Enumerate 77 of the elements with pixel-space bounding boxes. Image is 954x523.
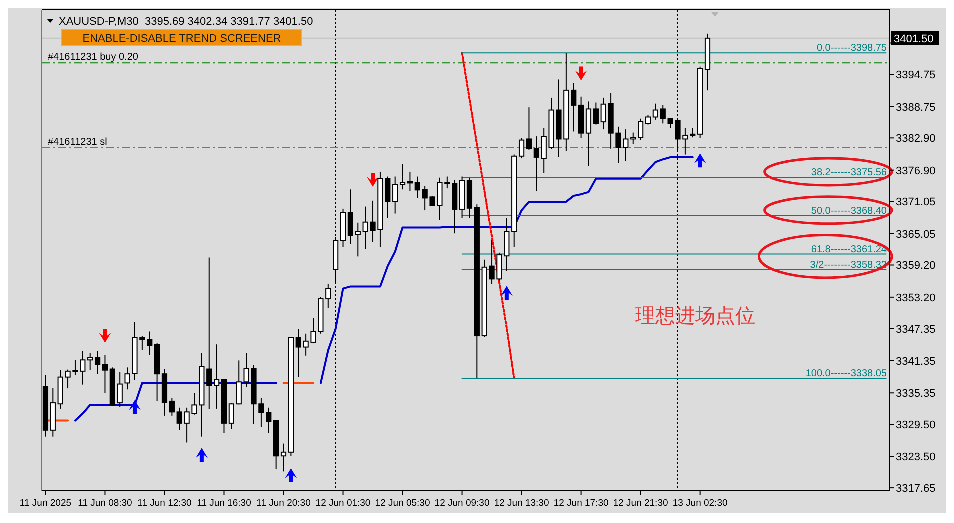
candlestick	[407, 171, 414, 192]
candlestick	[645, 114, 652, 126]
candlestick	[214, 344, 220, 410]
candlestick	[280, 443, 287, 472]
candlestick	[355, 222, 361, 258]
x-tick-label: 12 Jun 09:30	[434, 498, 490, 509]
x-tick-label: 12 Jun 13:30	[494, 498, 550, 509]
annotation: 理想进场点位	[636, 304, 756, 328]
series-label: 61.8------3361.24	[811, 244, 888, 256]
y-tick-label: 3323.50	[896, 452, 936, 464]
x-tick-label: 12 Jun 05:30	[375, 498, 430, 509]
point	[367, 172, 380, 187]
candlestick	[206, 257, 212, 410]
y-tick-label: 3394.75	[896, 70, 936, 82]
candlestick	[571, 82, 577, 132]
candlestick	[400, 164, 406, 190]
point	[285, 468, 298, 482]
y-tick-label: 3376.90	[896, 165, 936, 178]
candlestick	[414, 176, 420, 199]
candlestick	[518, 138, 525, 160]
y-tick-label: 3329.50	[896, 420, 936, 432]
candlestick	[169, 398, 175, 416]
x-tick-label: 11 Jun 08:30	[78, 498, 132, 509]
point	[99, 329, 112, 344]
point	[196, 448, 208, 462]
candlestick	[392, 176, 398, 214]
candlestick	[348, 189, 354, 245]
candlestick	[660, 104, 666, 124]
candlestick	[228, 403, 234, 430]
x-tick-label: 12 Jun 01:30	[316, 498, 371, 509]
ref-line-label: #41611231 buy 0.20	[48, 52, 139, 64]
text: XAUUSD-P,M30 3395.69 3402.34 3391.77 3401.50	[59, 16, 314, 28]
candlestick	[534, 136, 540, 192]
series-label: 38.2------3375.56	[811, 168, 888, 179]
x-tick-label: 11 Jun 20:30	[256, 498, 311, 509]
x-tick-label: 12 Jun 17:30	[554, 498, 609, 509]
candlestick	[266, 407, 272, 434]
point	[694, 154, 706, 168]
candlestick	[296, 328, 302, 378]
line-series	[461, 52, 516, 380]
y-tick-label: 3317.65	[896, 483, 936, 496]
x-tick-label: 11 Jun 12:30	[138, 498, 192, 509]
candlestick	[117, 372, 123, 408]
x-tick-label: 12 Jun 21:30	[613, 498, 668, 509]
series-label: 3/2--------3358.32	[810, 260, 888, 271]
series-label: 50.0------3368.40	[811, 206, 888, 217]
candlestick	[88, 352, 94, 371]
candlestick	[652, 103, 658, 120]
x-tick-label: 11 Jun 16:30	[197, 498, 252, 509]
candlestick	[593, 102, 599, 126]
point	[500, 286, 513, 300]
x-tick-label: 11 Jun 2025	[20, 498, 72, 509]
y-tick-label: 3347.35	[896, 324, 936, 336]
y-tick-label: 3365.05	[896, 228, 936, 241]
ref-line-label: 3401.50	[894, 33, 934, 46]
point	[575, 66, 588, 81]
candlestick	[690, 128, 696, 138]
y-tick-label: 3335.35	[896, 388, 936, 400]
series-label: 100.0------3338.05	[806, 368, 888, 380]
candlestick	[236, 360, 242, 406]
candlestick	[630, 132, 636, 145]
candlestick	[526, 107, 532, 150]
x-tick-label: 13 Jun 02:30	[672, 498, 728, 509]
candlestick	[147, 331, 153, 356]
point	[128, 400, 141, 414]
y-tick-label: 3359.20	[896, 260, 936, 272]
annotation: ENABLE-DISABLE TREND SCREENER	[82, 33, 282, 45]
y-tick-label: 3371.05	[896, 196, 936, 209]
candlestick	[102, 354, 108, 394]
ref-line-label: #41611231 sl	[48, 136, 108, 148]
y-tick-label: 3382.90	[896, 133, 936, 146]
candlestick	[638, 118, 644, 141]
candlestick	[94, 350, 101, 375]
y-tick-label: 3388.75	[896, 102, 936, 114]
y-tick-label: 3341.35	[896, 356, 936, 368]
y-tick-label: 3353.20	[896, 292, 936, 304]
series-label: 0.0------3398.75	[816, 43, 888, 54]
